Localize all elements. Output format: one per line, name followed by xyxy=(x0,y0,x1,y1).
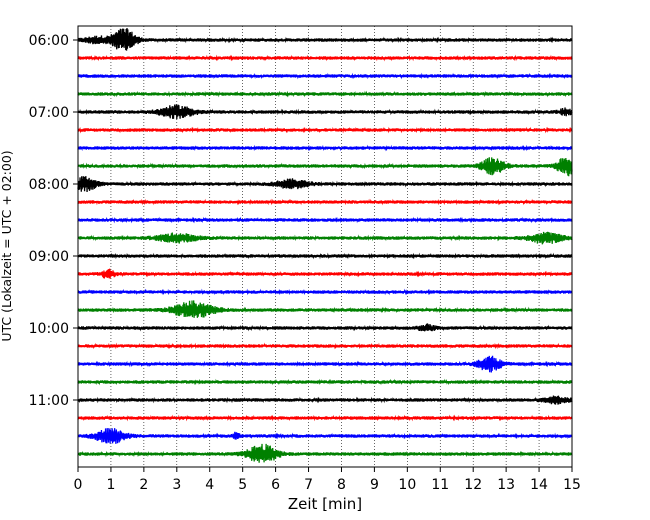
x-tick-label: 6 xyxy=(271,477,280,493)
seismic-trace-11:15 xyxy=(77,414,573,422)
seismic-trace-10:45 xyxy=(77,378,573,386)
seismic-trace-06:15 xyxy=(77,54,573,62)
x-tick-label: 15 xyxy=(563,477,581,493)
y-tick-label: 07:00 xyxy=(29,105,69,121)
x-tick-label: 4 xyxy=(205,477,214,493)
y-tick-label: 11:00 xyxy=(29,393,69,409)
x-tick-label: 14 xyxy=(530,477,548,493)
traces xyxy=(77,27,573,463)
seismic-trace-11:45 xyxy=(77,443,573,463)
y-axis-label: UTC (Lokalzeit = UTC + 02:00) xyxy=(0,150,14,341)
x-tick-label: 2 xyxy=(139,477,148,493)
seismic-trace-09:30 xyxy=(77,288,573,296)
seismic-trace-11:30 xyxy=(77,428,573,444)
x-tick-label: 7 xyxy=(304,477,313,493)
x-tick-label: 9 xyxy=(370,477,379,493)
seismic-trace-08:15 xyxy=(77,198,573,206)
x-axis-label: Zeit [min] xyxy=(288,495,362,513)
seismic-trace-08:00 xyxy=(77,176,573,192)
seismic-trace-10:15 xyxy=(77,342,573,350)
y-axis-ticks: 06:00 07:00 08:00 09:00 10:00 11:00 xyxy=(29,33,78,409)
y-tick-label: 10:00 xyxy=(29,321,69,337)
x-tick-label: 10 xyxy=(398,477,416,493)
seismic-trace-06:45 xyxy=(77,90,573,98)
seismic-trace-10:00 xyxy=(77,323,573,332)
seismic-trace-07:30 xyxy=(77,144,573,152)
x-tick-label: 3 xyxy=(172,477,181,493)
x-tick-label: 13 xyxy=(497,477,515,493)
seismic-trace-11:00 xyxy=(77,395,573,405)
x-tick-label: 5 xyxy=(238,477,247,493)
x-tick-label: 11 xyxy=(431,477,449,493)
seismic-trace-07:15 xyxy=(77,126,573,134)
seismic-trace-07:00 xyxy=(77,104,573,120)
seismic-trace-07:45 xyxy=(77,157,573,177)
x-tick-label: 8 xyxy=(337,477,346,493)
seismic-trace-08:45 xyxy=(77,231,573,245)
seismic-trace-08:30 xyxy=(77,216,573,224)
seismic-trace-09:45 xyxy=(77,300,573,318)
seismic-trace-09:00 xyxy=(77,252,573,260)
seismic-trace-09:15 xyxy=(77,268,573,279)
x-tick-label: 1 xyxy=(106,477,115,493)
x-axis-ticks: 0 1 2 3 4 5 6 7 8 9 10 11 12 13 14 15 xyxy=(74,467,581,493)
y-tick-label: 09:00 xyxy=(29,249,69,265)
x-tick-label: 0 xyxy=(74,477,83,493)
y-tick-label: 08:00 xyxy=(29,177,69,193)
seismic-trace-10:30 xyxy=(77,355,573,373)
seismic-trace-06:00 xyxy=(77,27,573,51)
plot-frame xyxy=(77,25,573,468)
seismic-trace-06:30 xyxy=(77,72,573,80)
y-tick-label: 06:00 xyxy=(29,33,69,49)
x-tick-label: 12 xyxy=(464,477,482,493)
